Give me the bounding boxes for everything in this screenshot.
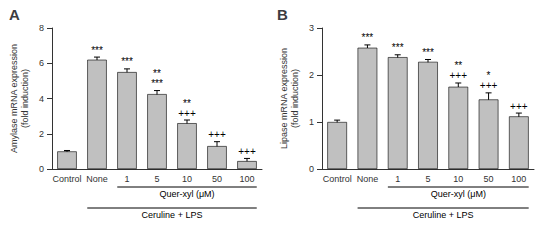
svg-text:Control: Control	[52, 174, 81, 184]
svg-text:2: 2	[39, 129, 44, 139]
svg-text:1: 1	[395, 174, 400, 184]
svg-text:2: 2	[309, 70, 314, 80]
svg-text:Ceruline + LPS: Ceruline + LPS	[142, 210, 203, 220]
svg-text:1: 1	[309, 117, 314, 127]
svg-text:100: 100	[239, 174, 254, 184]
svg-text:0: 0	[309, 164, 314, 174]
svg-text:5: 5	[154, 174, 159, 184]
svg-text:None: None	[357, 174, 379, 184]
svg-text:50: 50	[484, 174, 494, 184]
svg-text:6: 6	[39, 58, 44, 68]
svg-text:1: 1	[124, 174, 129, 184]
svg-text:None: None	[86, 174, 108, 184]
svg-text:10: 10	[453, 174, 463, 184]
svg-text:+++: +++	[450, 70, 468, 81]
svg-text:Amylase mRNA expression: Amylase mRNA expression	[9, 44, 19, 153]
svg-text:+++: +++	[510, 101, 528, 112]
svg-text:10: 10	[182, 174, 192, 184]
svg-text:3: 3	[309, 23, 314, 33]
svg-text:Quer-xyl (μM): Quer-xyl (μM)	[431, 189, 486, 199]
svg-text:***: ***	[121, 56, 133, 67]
svg-text:(fold induction): (fold induction)	[290, 69, 300, 128]
svg-text:+++: +++	[480, 80, 498, 91]
svg-text:100: 100	[511, 174, 526, 184]
svg-text:+++: +++	[208, 129, 226, 140]
svg-text:+++: +++	[178, 108, 196, 119]
svg-text:Lipase mRNA expression: Lipase mRNA expression	[279, 48, 289, 149]
svg-text:Quer-xyl (μM): Quer-xyl (μM)	[159, 189, 214, 199]
svg-text:B: B	[277, 6, 288, 23]
svg-text:+++: +++	[238, 146, 256, 157]
svg-text:A: A	[9, 6, 20, 23]
svg-text:0: 0	[39, 164, 44, 174]
svg-text:***: ***	[151, 78, 163, 89]
svg-text:4: 4	[39, 94, 44, 104]
svg-text:Ceruline + LPS: Ceruline + LPS	[413, 210, 474, 220]
svg-text:Control: Control	[323, 174, 352, 184]
svg-text:***: ***	[91, 45, 103, 56]
svg-text:***: ***	[422, 47, 434, 58]
svg-text:50: 50	[212, 174, 222, 184]
svg-text:5: 5	[425, 174, 430, 184]
svg-text:***: ***	[392, 42, 404, 53]
svg-text:***: ***	[362, 32, 374, 43]
svg-text:(fold induction): (fold induction)	[20, 69, 30, 128]
svg-text:8: 8	[39, 23, 44, 33]
